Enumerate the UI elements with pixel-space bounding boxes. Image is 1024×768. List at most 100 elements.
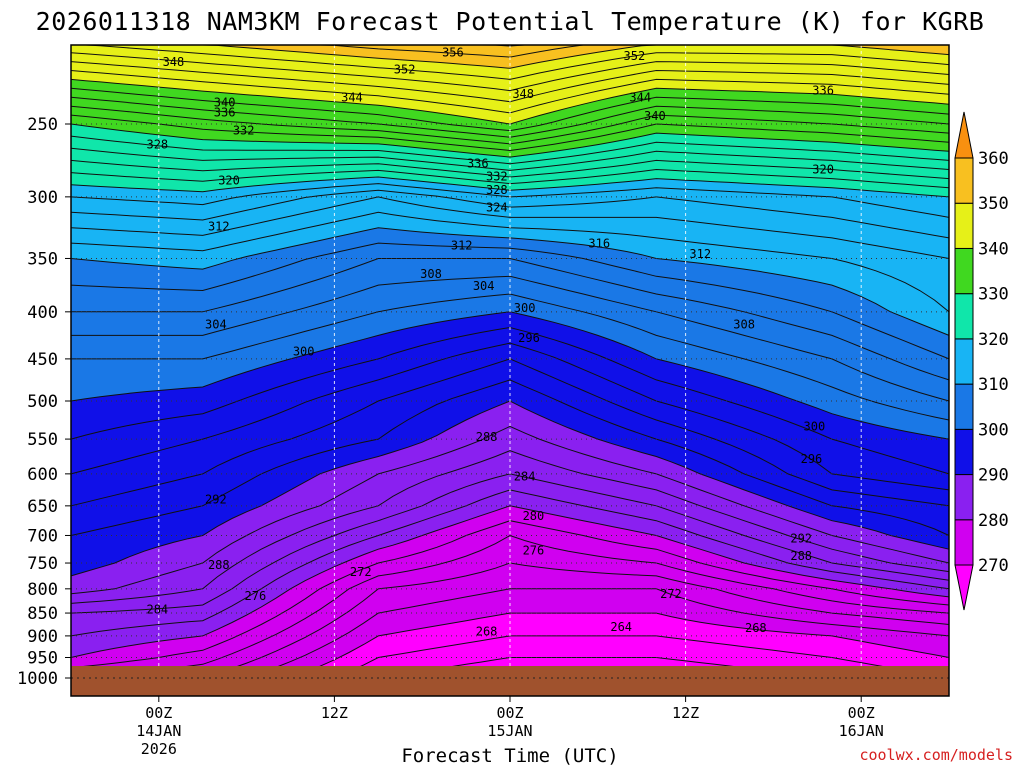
credit-text: coolwx.com/models: [859, 746, 1013, 764]
isentrope-326: [70, 147, 950, 171]
contour-label: 288: [476, 430, 498, 444]
contour-label: 340: [644, 109, 666, 123]
contour-label: 288: [790, 549, 812, 563]
isentrope-346: [70, 52, 950, 92]
y-tick-label: 950: [27, 649, 58, 669]
chart-title: 2026011318 NAM3KM Forecast Potential Tem…: [36, 7, 985, 36]
contour-label: 304: [473, 279, 495, 293]
contour-label: 312: [208, 219, 230, 233]
ground-surface: [71, 666, 949, 696]
colorbar-swatch-340: [954, 202, 974, 249]
contour-label: 284: [146, 603, 168, 617]
y-tick-label: 850: [27, 604, 58, 624]
isentrope-276: [70, 534, 950, 679]
y-tick-label: 400: [27, 303, 58, 323]
colorbar: 270 280 290 300 310 320 330 340 350 360: [954, 111, 1009, 611]
colorbar-tick-label: 300: [978, 420, 1009, 440]
isentrope-306: [71, 258, 950, 381]
isentrope-348: [71, 44, 950, 80]
y-tick-label: 800: [27, 580, 58, 600]
colorbar-tick-label: 320: [978, 330, 1009, 350]
colorbar-tick-label: 330: [978, 285, 1009, 305]
isentrope-330: [70, 123, 950, 158]
contour-label: 320: [218, 174, 240, 188]
contour-label: 352: [624, 49, 646, 63]
colorbar-swatch-300: [954, 383, 974, 430]
x-tick-label: 00Z: [496, 704, 523, 722]
x-tick-label: 12Z: [672, 704, 699, 722]
contour-label: 272: [660, 587, 682, 601]
contour-label: 296: [801, 452, 823, 466]
contour-label: 356: [442, 45, 464, 59]
isentrope-332: [70, 114, 950, 152]
colorbar-swatch-310: [954, 338, 974, 385]
gridlines: [71, 45, 949, 696]
contour-label: 308: [420, 267, 442, 281]
isentrope-308: [70, 242, 950, 360]
colorbar-top-arrow: [954, 111, 974, 159]
y-tick-label: 1000: [17, 669, 58, 689]
colorbar-swatch-290: [954, 428, 974, 476]
y-tick-label: 700: [27, 526, 58, 546]
contour-label: 336: [812, 84, 834, 98]
contour-label: 312: [451, 239, 473, 253]
colorbar-swatch-270: [954, 519, 974, 566]
y-tick-label: 350: [27, 249, 58, 269]
x-tick-label: 00Z: [145, 704, 172, 722]
contour-label: 276: [523, 544, 545, 558]
isentrope-328: [70, 135, 950, 165]
contour-label: 308: [733, 318, 755, 332]
x-tick-label: 00Z: [848, 704, 875, 722]
isentrope-292: [70, 379, 950, 536]
contour-label: 328: [146, 137, 168, 151]
x-tick-date: 14JAN: [136, 722, 181, 740]
contour-label: 348: [512, 87, 534, 101]
x-tick-year: 2026: [141, 740, 177, 758]
contour-label: 324: [486, 200, 508, 214]
contour-label: 332: [486, 169, 508, 183]
contour-label: 300: [804, 420, 826, 434]
y-tick-label: 900: [27, 627, 58, 647]
contour-label: 340: [214, 96, 236, 110]
contour-label: 272: [350, 565, 372, 579]
contour-label: 316: [588, 236, 610, 250]
isentrope-286: [70, 450, 950, 604]
y-tick-label: 650: [27, 497, 58, 517]
x-tick-date: 16JAN: [839, 722, 884, 740]
isentrope-296: [70, 342, 950, 491]
contour-label: 328: [486, 183, 508, 197]
contour-label: 280: [523, 509, 545, 523]
colorbar-tick-label: 350: [978, 194, 1009, 214]
colorbar-swatch-350: [954, 157, 974, 204]
y-tick-label: 500: [27, 392, 58, 412]
y-tick-label: 450: [27, 350, 58, 370]
colorbar-tick-label: 280: [978, 511, 1009, 531]
contour-label: 268: [745, 621, 767, 635]
contour-label: 292: [205, 493, 227, 507]
colorbar-tick-label: 310: [978, 375, 1009, 395]
y-tick-label: 750: [27, 554, 58, 574]
contour-label: 344: [629, 91, 651, 105]
contour-label: 320: [812, 162, 834, 176]
contour-label: 300: [514, 301, 536, 315]
contour-label: 264: [610, 620, 632, 634]
contour-label: 292: [790, 531, 812, 545]
colorbar-bottom-arrow: [954, 564, 974, 611]
contour-label: 332: [233, 123, 255, 137]
isentrope-288: [70, 425, 950, 595]
x-tick-date: 15JAN: [487, 722, 532, 740]
y-axis: 250 300 350 400 450 500 550 600 650 700 750 800 850 9…: [17, 115, 71, 689]
x-tick-label: 12Z: [321, 704, 348, 722]
contour-label: 336: [214, 106, 236, 120]
contour-label: 276: [245, 589, 267, 603]
contour-label: 352: [394, 62, 416, 76]
colorbar-swatch-320: [954, 293, 974, 340]
y-tick-label: 600: [27, 465, 58, 485]
plot-area: 3483403363323283203123043002922882842762…: [70, 44, 950, 697]
contour-label: 288: [208, 558, 230, 572]
contour-label: 312: [689, 247, 711, 261]
contour-label: 344: [341, 91, 363, 105]
x-axis-label: Forecast Time (UTC): [401, 745, 618, 767]
theta-bands: [71, 45, 949, 696]
